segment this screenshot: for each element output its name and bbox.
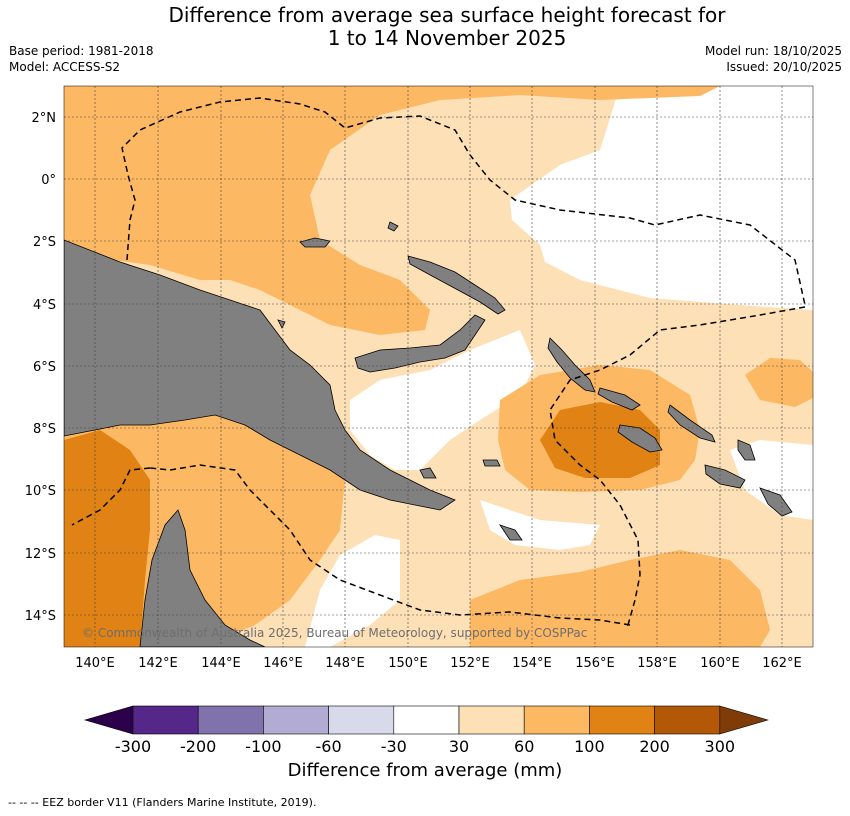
lon-label: 158°E xyxy=(637,656,677,671)
lon-labels: 140°E 142°E 144°E 146°E 148°E 150°E 152°… xyxy=(75,656,802,671)
colorbar-segment xyxy=(589,705,655,735)
model-name: Model: ACCESS-S2 xyxy=(9,60,121,74)
lat-label: 10°S xyxy=(25,484,56,499)
meta-right: Model run: 18/10/2025 Issued: 20/10/2025 xyxy=(705,43,842,75)
colorbar-segment xyxy=(132,705,199,735)
lat-label: 2°S xyxy=(33,235,56,250)
land-new-britain xyxy=(354,314,486,373)
land-makira xyxy=(704,464,746,489)
lon-label: 142°E xyxy=(138,656,178,671)
lat-label: 14°S xyxy=(25,609,56,624)
colorbar-tick-label: 300 xyxy=(705,737,736,756)
lon-label: 160°E xyxy=(700,656,740,671)
lon-label: 152°E xyxy=(450,656,490,671)
colorbar-tick-label: 100 xyxy=(574,737,605,756)
land-islet-north xyxy=(387,221,399,232)
model-run: Model run: 18/10/2025 xyxy=(704,44,842,58)
anomaly-100-200-solomon xyxy=(540,402,660,478)
land-new-ireland xyxy=(407,255,506,315)
colorbar-tick-label: -200 xyxy=(180,737,216,756)
lon-label: 162°E xyxy=(762,656,802,671)
lon-label: 148°E xyxy=(325,656,365,671)
lat-label: 2°N xyxy=(32,111,57,126)
land-vanuatu xyxy=(759,487,793,517)
lat-label: 12°S xyxy=(25,547,56,562)
lon-label: 154°E xyxy=(512,656,552,671)
lat-label: 8°S xyxy=(33,422,56,437)
colorbar-arrow-high xyxy=(719,705,769,735)
lon-label: 150°E xyxy=(388,656,428,671)
chart-title: Difference from average sea surface heig… xyxy=(0,4,850,50)
title-line-2: 1 to 14 November 2025 xyxy=(327,26,567,50)
anomaly-100-200-gulf xyxy=(64,430,150,647)
lat-label: 0° xyxy=(41,173,56,188)
colorbar-tick-label: 60 xyxy=(514,737,534,756)
anomaly-neutral-east xyxy=(510,86,813,310)
land-manus xyxy=(299,237,331,248)
lon-label: 140°E xyxy=(75,656,115,671)
colorbar-segment xyxy=(328,705,395,735)
lat-label: 6°S xyxy=(33,360,56,375)
colorbar-tick-label: -100 xyxy=(245,737,281,756)
meta-left: Base period: 1981-2018 Model: ACCESS-S2 xyxy=(9,43,154,75)
anomaly-60-100-north xyxy=(64,86,720,335)
land-malaita xyxy=(667,404,716,443)
map: © Commonwealth of Australia 2025, Bureau… xyxy=(25,85,814,671)
lon-label: 144°E xyxy=(201,656,241,671)
land-new-guinea xyxy=(64,239,456,511)
land-choiseul xyxy=(597,387,641,411)
colorbar-tick-label: 30 xyxy=(449,737,469,756)
colorbar-segment xyxy=(393,705,460,735)
land-guadalcanal xyxy=(617,424,663,453)
lat-label: 4°S xyxy=(33,298,56,313)
colorbar-tick-label: -60 xyxy=(316,737,342,756)
anomaly-neutral-central xyxy=(350,330,535,470)
base-period: Base period: 1981-2018 xyxy=(9,44,154,58)
copyright-notice: © Commonwealth of Australia 2025, Bureau… xyxy=(82,626,587,640)
graticule xyxy=(64,86,813,647)
land-dentrecasteaux xyxy=(419,467,437,479)
land-bougainville xyxy=(547,337,596,393)
land-louisiade xyxy=(499,524,523,541)
anomaly-60-100-east-blob xyxy=(745,358,813,407)
map-plot-area xyxy=(64,86,813,647)
issued-date: Issued: 20/10/2025 xyxy=(726,60,842,74)
colorbar-tick-label: 200 xyxy=(639,737,670,756)
colorbar-tick-label: -300 xyxy=(115,737,151,756)
colorbar-segment xyxy=(197,705,264,735)
colorbar-segment xyxy=(654,705,721,735)
lon-label: 156°E xyxy=(575,656,615,671)
colorbar-segment xyxy=(263,705,329,735)
title-line-1: Difference from average sea surface heig… xyxy=(168,3,726,27)
colorbar-tick-labels: -300 -200 -100 -60 -30 30 60 100 200 300 xyxy=(115,737,735,756)
lon-label: 146°E xyxy=(263,656,303,671)
land-rennell xyxy=(737,439,756,461)
anomaly-neutral-south xyxy=(305,535,400,647)
colorbar-label: Difference from average (mm) xyxy=(287,760,563,781)
anomaly-60-100-coral-sea xyxy=(470,550,770,647)
colorbar-tick-label: -30 xyxy=(381,737,407,756)
colorbar-segments xyxy=(83,705,769,735)
land-trobriand xyxy=(482,459,501,467)
map-frame xyxy=(63,85,814,648)
land-cape-york xyxy=(139,509,266,647)
colorbar-arrow-low xyxy=(83,705,134,735)
eez-footnote: -- -- -- EEZ border V11 (Flanders Marine… xyxy=(8,796,317,809)
colorbar-segment xyxy=(523,705,590,735)
lat-labels: 2°N 0° 2°S 4°S 6°S 8°S 10°S 12°S 14°S xyxy=(25,111,56,624)
colorbar-segment xyxy=(458,705,525,735)
